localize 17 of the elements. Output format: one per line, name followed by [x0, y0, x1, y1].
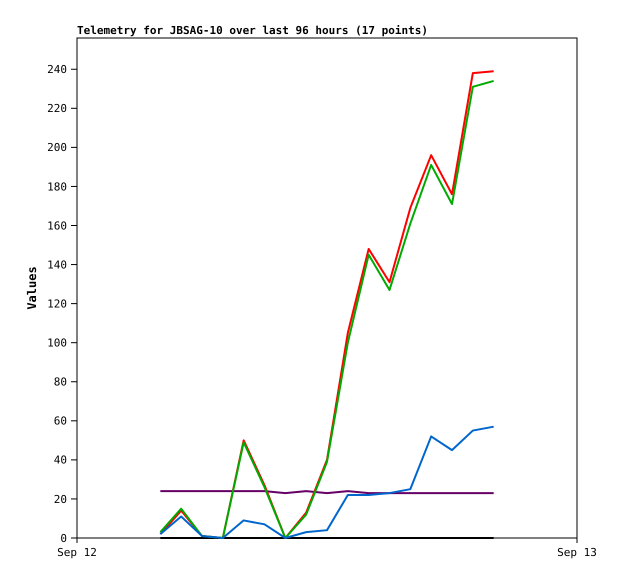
y-axis-title: Values	[25, 266, 39, 310]
chart-title: Telemetry for JBSAG-10 over last 96 hours (17 points)	[77, 24, 428, 37]
y-tick-label: 20	[54, 492, 67, 506]
y-tick-label: 40	[54, 454, 67, 467]
y-tick-label: 180	[47, 180, 67, 194]
y-tick-label: 160	[47, 219, 67, 232]
y-tick-label: 120	[47, 297, 67, 310]
y-tick-label: 100	[47, 336, 67, 350]
x-tick-label: Sep 12	[57, 546, 97, 559]
y-tick-label: 240	[47, 63, 67, 76]
x-tick-label: Sep 13	[557, 546, 597, 559]
y-tick-label: 60	[54, 414, 67, 428]
y-tick-label: 80	[54, 376, 67, 389]
y-tick-label: 0	[60, 532, 67, 545]
y-tick-label: 200	[47, 141, 67, 154]
y-tick-label: 140	[47, 258, 67, 272]
y-tick-label: 220	[47, 102, 67, 116]
